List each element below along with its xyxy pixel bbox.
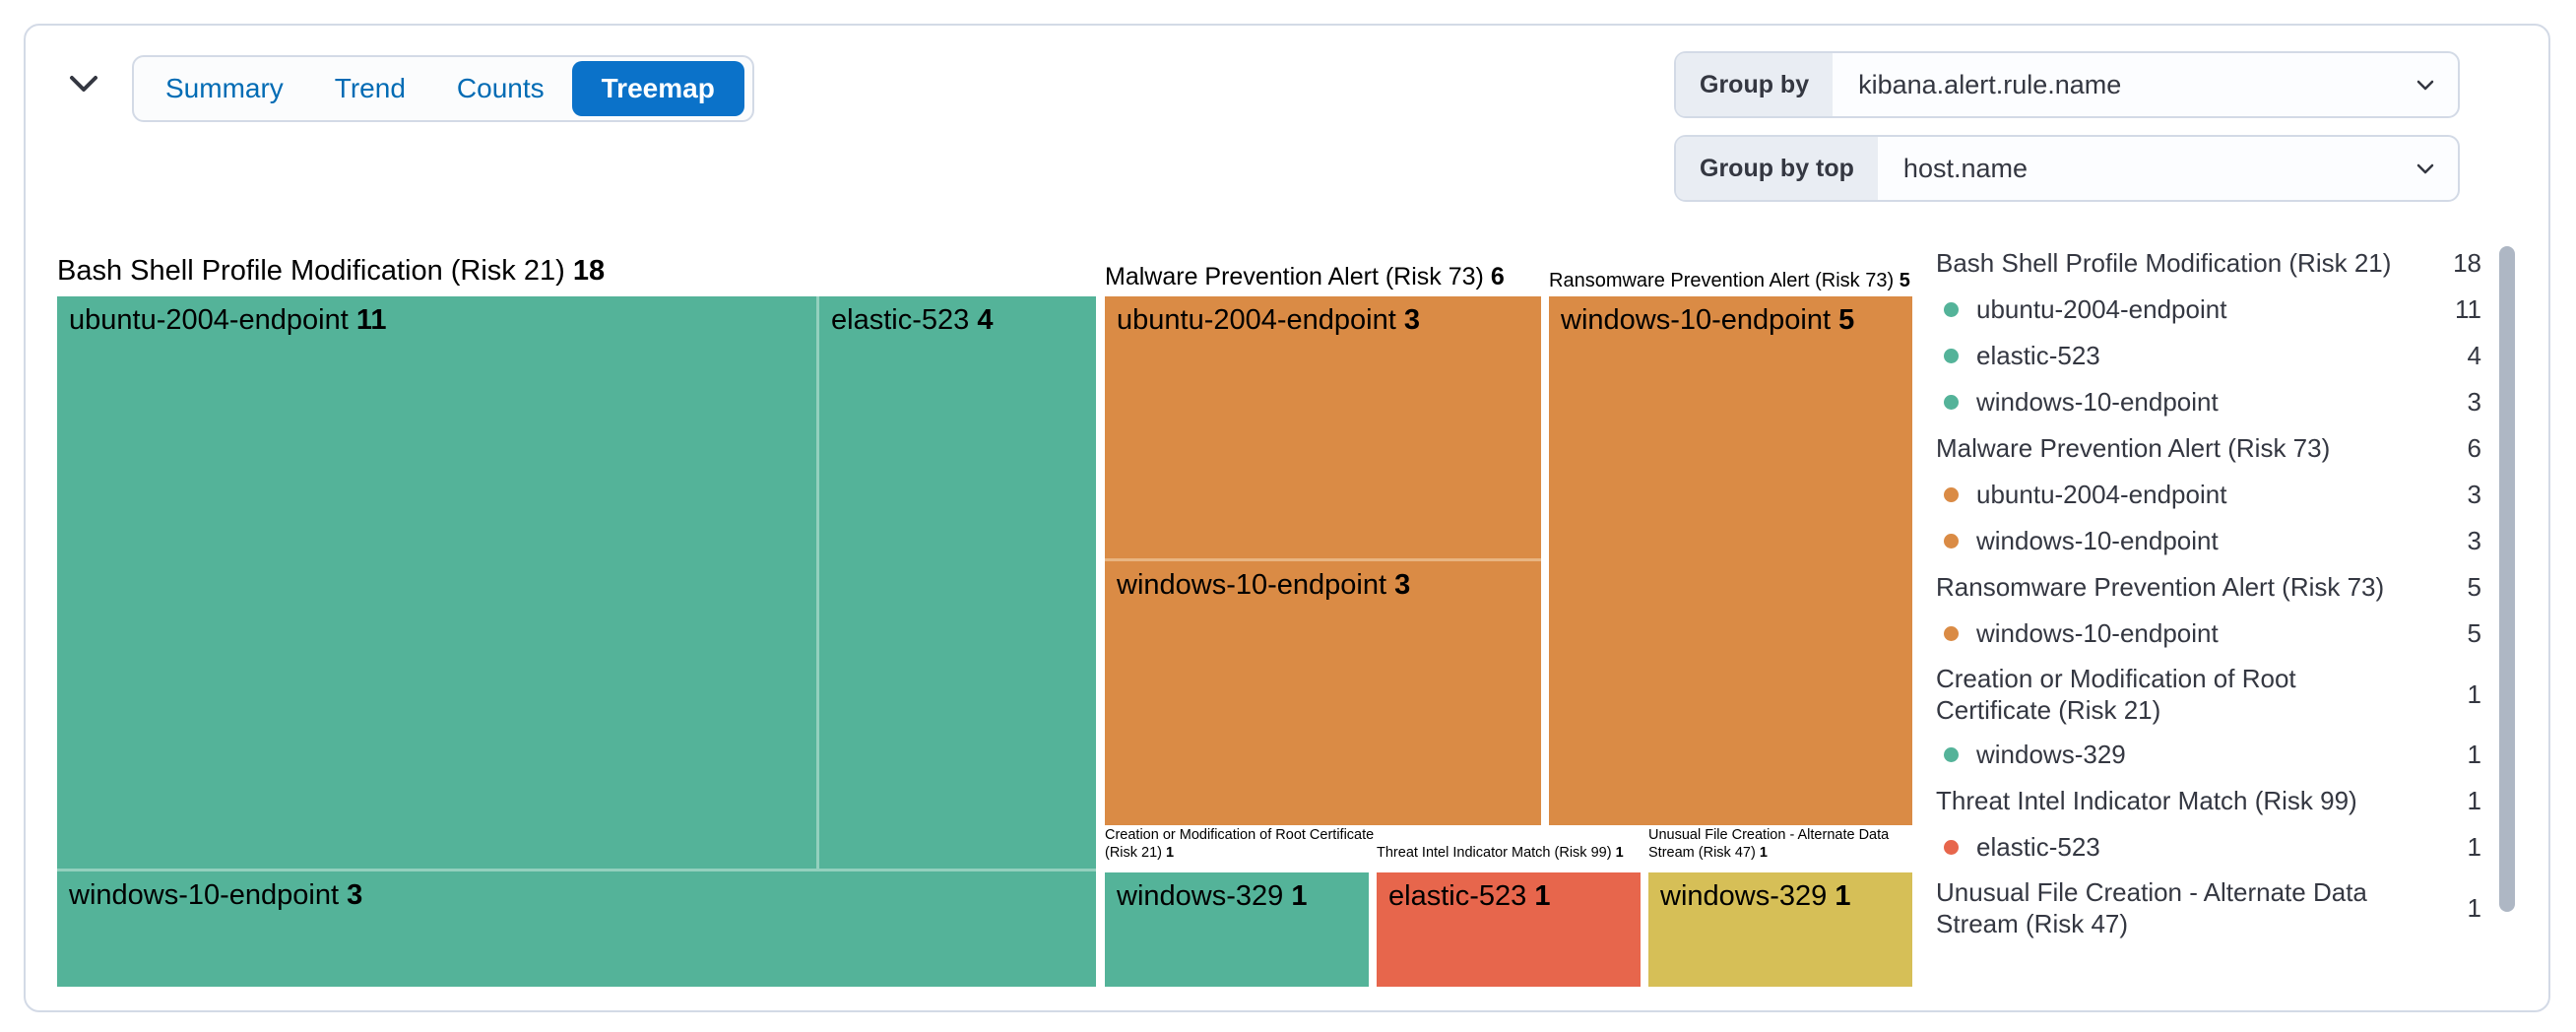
legend-item-row[interactable]: windows-10-endpoint 3 — [1936, 379, 2481, 425]
group-by-top-select[interactable]: Group by top host.name — [1674, 135, 2460, 202]
treemap-group-threat-intel: elastic-523 1 — [1377, 872, 1641, 987]
group-by-value: kibana.alert.rule.name — [1858, 69, 2122, 99]
group-by-top-label: Group by top — [1676, 137, 1878, 200]
legend-dot-icon — [1944, 840, 1959, 855]
treemap-group-ransomware-prevention: windows-10-endpoint 5 — [1549, 296, 1912, 825]
legend-item-row[interactable]: elastic-523 1 — [1936, 824, 2481, 871]
collapse-panel-button[interactable] — [61, 61, 106, 106]
treemap-group-header: Bash Shell Profile Modification (Risk 21… — [57, 255, 606, 287]
legend-dot-icon — [1944, 487, 1959, 502]
legend-item-row[interactable]: windows-10-endpoint 3 — [1936, 518, 2481, 564]
treemap-tile[interactable]: windows-10-endpoint 5 — [1549, 296, 1912, 825]
treemap-group-unusual-file-creation: windows-329 1 — [1648, 872, 1912, 987]
legend-item-row[interactable]: ubuntu-2004-endpoint 3 — [1936, 472, 2481, 518]
legend-dot-icon — [1944, 395, 1959, 410]
legend-item-row[interactable]: windows-329 1 — [1936, 732, 2481, 778]
treemap-tile[interactable]: windows-329 1 — [1105, 872, 1369, 987]
tab-counts[interactable]: Counts — [431, 59, 570, 118]
legend-group-row[interactable]: Ransomware Prevention Alert (Risk 73) 5 — [1936, 572, 2481, 603]
treemap-group-header: Unusual File Creation - Alternate Data S… — [1648, 827, 1890, 861]
treemap-tile[interactable]: ubuntu-2004-endpoint 11 — [57, 296, 816, 869]
chart-type-button-group: Summary Trend Counts Treemap — [132, 55, 754, 122]
legend-group-row[interactable]: Bash Shell Profile Modification (Risk 21… — [1936, 248, 2481, 279]
chevron-down-icon — [69, 75, 98, 93]
legend-dot-icon — [1944, 349, 1959, 363]
chevron-down-icon — [2413, 137, 2438, 200]
treemap-group-header: Malware Prevention Alert (Risk 73) 6 — [1105, 263, 1505, 290]
treemap-group-header: Ransomware Prevention Alert (Risk 73) 5 — [1549, 270, 1910, 291]
treemap-tile[interactable]: windows-10-endpoint 3 — [1105, 561, 1541, 825]
legend-group-row[interactable]: Unusual File Creation - Alternate Data S… — [1936, 876, 2481, 939]
treemap-group-malware-prevention: ubuntu-2004-endpoint 3 windows-10-endpoi… — [1105, 296, 1541, 825]
legend-item-row[interactable]: elastic-523 4 — [1936, 333, 2481, 379]
chevron-down-icon — [2413, 53, 2438, 116]
group-by-select[interactable]: Group by kibana.alert.rule.name — [1674, 51, 2460, 118]
treemap-tile[interactable]: elastic-523 4 — [819, 296, 1096, 869]
treemap-group-header: Threat Intel Indicator Match (Risk 99) 1 — [1377, 845, 1624, 861]
legend-item-row[interactable]: windows-10-endpoint 5 — [1936, 611, 2481, 657]
tab-treemap[interactable]: Treemap — [571, 61, 744, 116]
treemap-tile[interactable]: ubuntu-2004-endpoint 3 — [1105, 296, 1541, 558]
treemap-group-bash-shell: ubuntu-2004-endpoint 11 elastic-523 4 wi… — [57, 296, 1096, 987]
legend-dot-icon — [1944, 302, 1959, 317]
tab-trend[interactable]: Trend — [309, 59, 431, 118]
group-by-label: Group by — [1676, 53, 1834, 116]
treemap-group-root-certificate: windows-329 1 — [1105, 872, 1369, 987]
treemap-legend: Bash Shell Profile Modification (Risk 21… — [1936, 240, 2481, 945]
legend-group-row[interactable]: Malware Prevention Alert (Risk 73) 6 — [1936, 433, 2481, 464]
treemap-group-header: Creation or Modification of Root Certifi… — [1105, 827, 1375, 861]
legend-dot-icon — [1944, 747, 1959, 762]
legend-item-row[interactable]: ubuntu-2004-endpoint 11 — [1936, 287, 2481, 333]
legend-scrollbar-thumb[interactable] — [2499, 246, 2515, 912]
legend-group-row[interactable]: Creation or Modification of Root Certifi… — [1936, 663, 2481, 726]
group-by-top-value: host.name — [1902, 153, 2028, 183]
treemap-tile[interactable]: elastic-523 1 — [1377, 872, 1641, 987]
treemap-tile[interactable]: windows-10-endpoint 3 — [57, 871, 1096, 987]
legend-dot-icon — [1944, 626, 1959, 641]
legend-dot-icon — [1944, 534, 1959, 548]
legend-group-row[interactable]: Threat Intel Indicator Match (Risk 99) 1 — [1936, 786, 2481, 816]
treemap-tile[interactable]: windows-329 1 — [1648, 872, 1912, 987]
tab-summary[interactable]: Summary — [140, 59, 309, 118]
